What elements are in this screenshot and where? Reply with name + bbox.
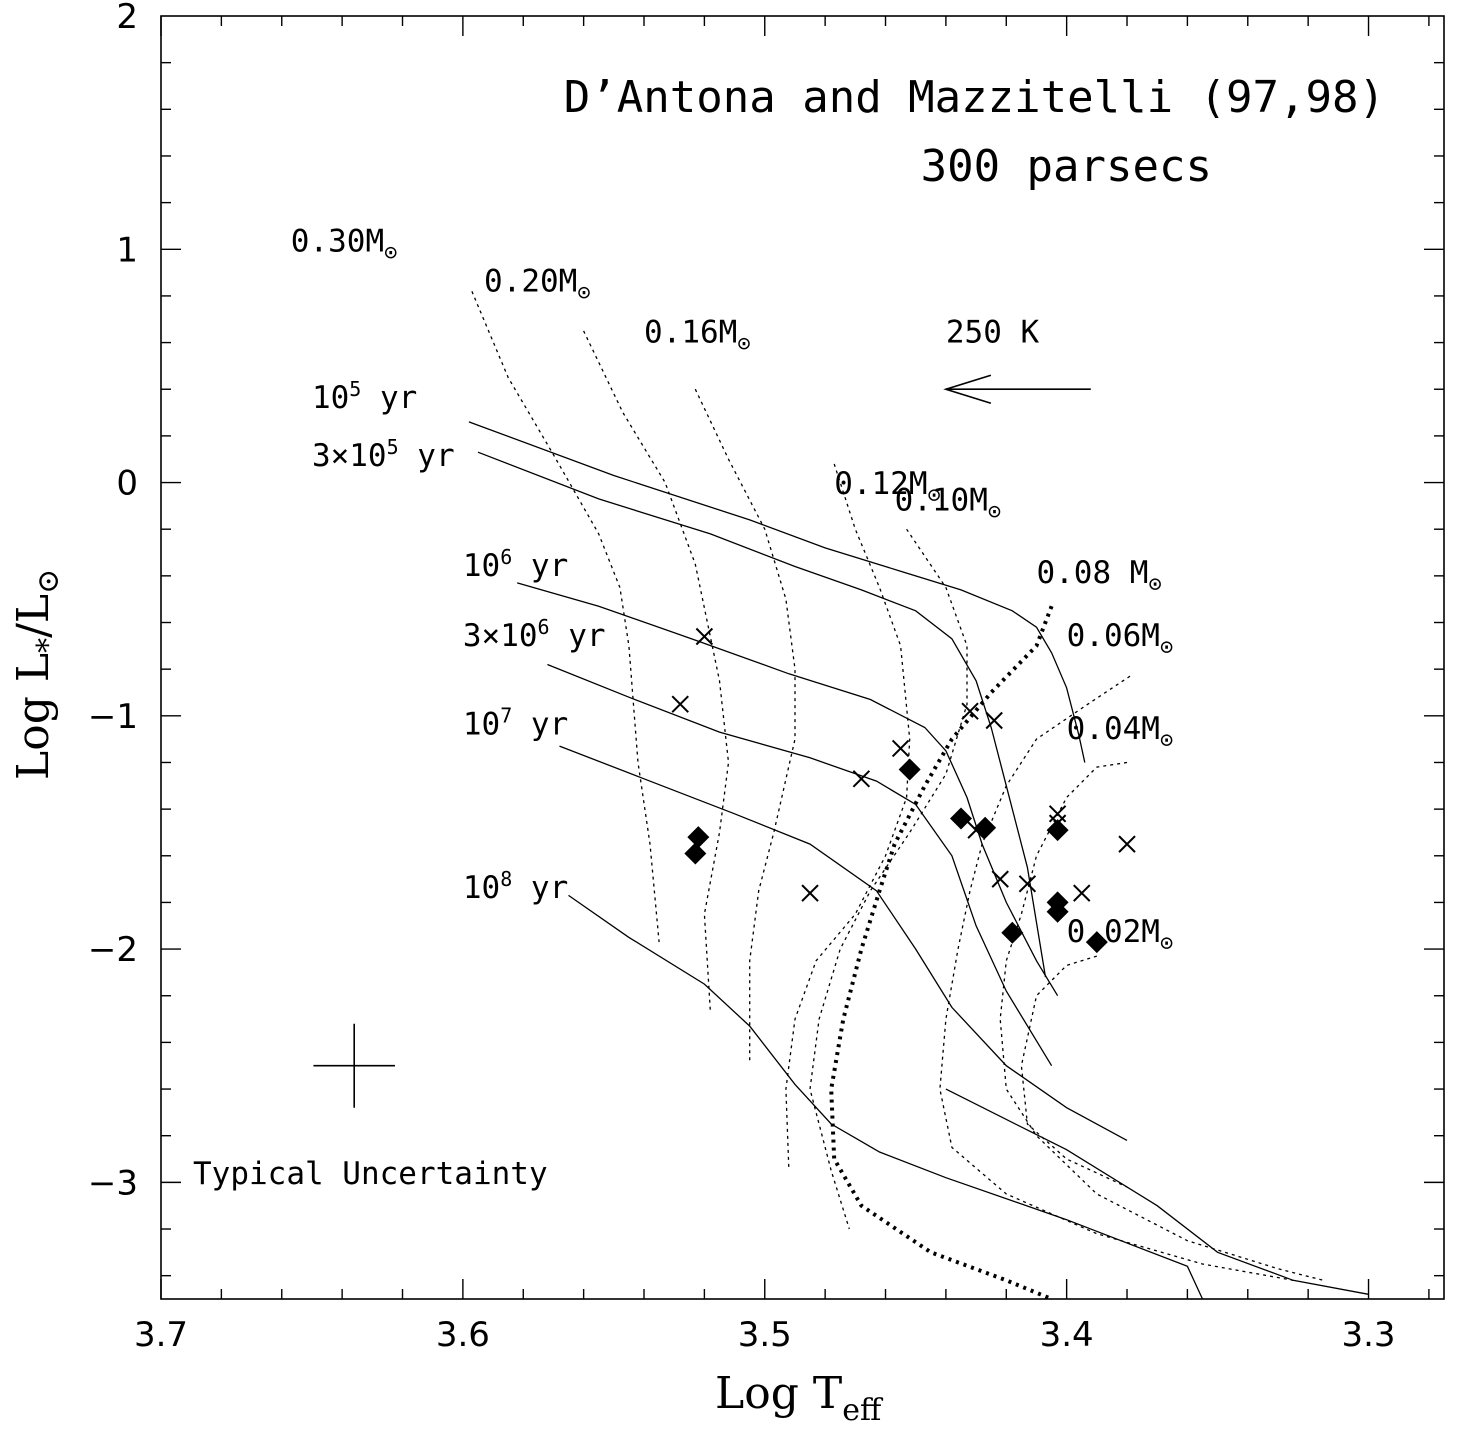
isochrone-line (945, 1088, 1369, 1295)
mass-track-label: 0.20M⊙ (484, 263, 591, 305)
isochrone-label: 3×105 yr (312, 435, 455, 474)
y-tick-label: −3 (88, 1163, 138, 1203)
isochrone-line (559, 745, 1128, 1141)
curve-labels: 105 yr 3×105 yr 106 yr 3×106 yr 107 yr 108 yr… (291, 224, 1173, 956)
tick-labels: 3.7 3.6 3.5 3.4 3.3 2 1 0 −1 −2 −3 (88, 0, 1396, 1355)
isochrone-label: 107 yr (463, 703, 568, 742)
cross-marker (961, 702, 979, 720)
arrow-label: 250 K (946, 315, 1040, 351)
mass-track-label: 0.04M⊙ (1067, 711, 1174, 753)
diamond-marker (974, 816, 997, 839)
cross-marker (671, 695, 689, 713)
mass-track-line (939, 675, 1294, 1281)
isochrone-lines (468, 421, 1369, 1300)
cross-marker (1018, 875, 1037, 893)
mass-track-label: 0.06M⊙ (1067, 618, 1174, 660)
mass-track-label: 0.12M⊙ (834, 466, 941, 508)
isochrone-line (547, 663, 1053, 1067)
mass-track-line (694, 388, 796, 1062)
cross-marker (891, 739, 910, 758)
cross-marker (695, 627, 714, 646)
plot-frame (160, 15, 1445, 1300)
chart-subtitle: 300 parsecs (921, 141, 1212, 192)
mass-track-label: 0.02M⊙ (1067, 914, 1174, 956)
cross-marker (852, 770, 871, 788)
y-tick-label: −1 (88, 697, 138, 737)
mass-track-label: 0.08 M⊙ (1036, 555, 1161, 597)
y-axis-title: Log L*/L⊙ (8, 569, 66, 780)
chart-title: D’Antona and Mazzitelli (97,98) (564, 72, 1385, 123)
y-tick-label: 1 (116, 230, 138, 270)
mass-track-line (829, 605, 1054, 1301)
cross-marker (1073, 884, 1091, 902)
isochrone-label: 3×106 yr (463, 615, 606, 654)
mass-track-label: 0.10M⊙ (895, 483, 1002, 525)
mass-track-line (999, 761, 1324, 1281)
isochrone-line (517, 582, 1059, 997)
mass-track-line (785, 463, 911, 1171)
x-axis-title: Log Teff (715, 1368, 884, 1428)
x-tick-label: 3.7 (134, 1315, 188, 1355)
error-bar-label: Typical Uncertainty (193, 1156, 548, 1192)
y-axis-title-sub: * (31, 638, 66, 653)
diamond-marker (1046, 819, 1069, 842)
diamond-marker (1001, 921, 1024, 944)
isochrone-label: 106 yr (463, 545, 568, 584)
y-axis-title-tail: /L (8, 594, 59, 638)
y-tick-label: 0 (116, 464, 138, 504)
isochrone-line (568, 894, 1204, 1300)
diamond-marker (687, 826, 710, 849)
mass-track-label: 0.16M⊙ (644, 315, 751, 357)
mass-track-line (809, 528, 968, 1230)
axis-ticks (160, 16, 1444, 1299)
x-axis-title-sub: eff (842, 1393, 884, 1428)
diamond-marker (949, 807, 972, 830)
mass-tracks (471, 291, 1324, 1301)
x-tick-label: 3.3 (1341, 1315, 1395, 1355)
mass-track-line (583, 330, 730, 1013)
diamond-marker (684, 842, 707, 865)
diamond-marker (1085, 931, 1108, 954)
mass-track-line (1020, 955, 1128, 1188)
data-points (671, 627, 1136, 954)
y-tick-label: 2 (116, 0, 138, 37)
isochrone-label: 105 yr (312, 377, 417, 416)
cross-marker (801, 884, 819, 902)
arrow-head (943, 374, 992, 404)
isochrone-line (468, 421, 1086, 763)
mass-track-label: 0.30M⊙ (291, 224, 398, 266)
x-tick-label: 3.4 (1040, 1315, 1094, 1355)
cross-marker (985, 711, 1003, 730)
x-tick-label: 3.6 (436, 1315, 490, 1355)
isochrone-label: 108 yr (463, 867, 568, 906)
x-tick-label: 3.5 (738, 1315, 792, 1355)
cross-marker (991, 870, 1009, 888)
diamond-marker (898, 758, 921, 781)
diamond-marker (1046, 900, 1069, 923)
cross-marker (1118, 835, 1136, 853)
mass-track-line (471, 291, 660, 943)
annotations: 250 K Typical Uncertainty (193, 315, 1091, 1192)
y-axis-title-sun: ⊙ (31, 569, 66, 594)
isochrone-line (477, 451, 1047, 978)
y-tick-label: −2 (88, 930, 138, 970)
